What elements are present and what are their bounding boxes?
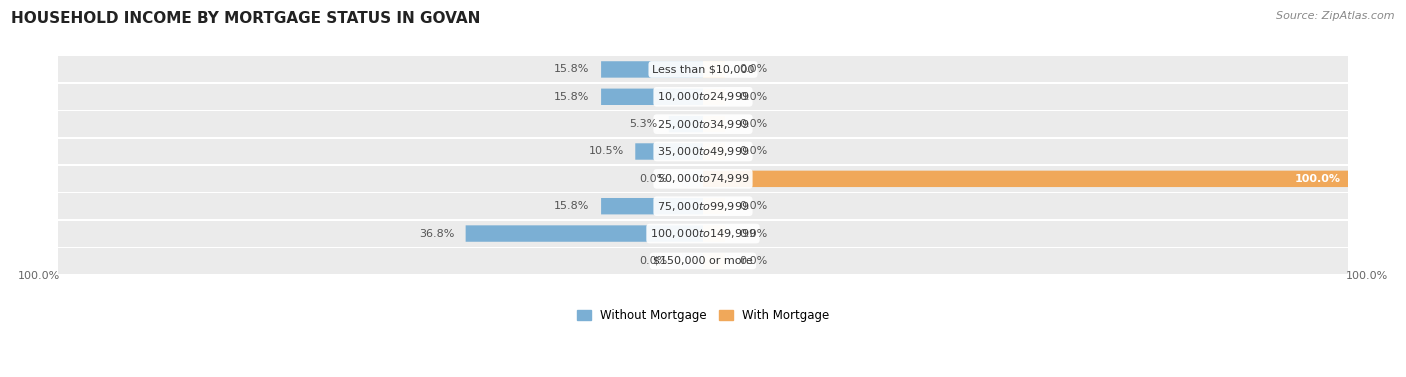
- Legend: Without Mortgage, With Mortgage: Without Mortgage, With Mortgage: [572, 304, 834, 326]
- Bar: [703, 84, 1348, 110]
- Text: $100,000 to $149,999: $100,000 to $149,999: [650, 227, 756, 240]
- Bar: [682, 253, 703, 269]
- Bar: [669, 116, 703, 132]
- Text: 100.0%: 100.0%: [1346, 271, 1388, 280]
- Text: 100.0%: 100.0%: [1295, 174, 1341, 184]
- Bar: [703, 61, 724, 78]
- Bar: [58, 57, 703, 83]
- Text: 5.3%: 5.3%: [628, 119, 658, 129]
- Text: 0.0%: 0.0%: [738, 119, 768, 129]
- Text: 0.0%: 0.0%: [738, 147, 768, 156]
- Text: 0.0%: 0.0%: [738, 256, 768, 266]
- Text: 10.5%: 10.5%: [589, 147, 624, 156]
- Text: $75,000 to $99,999: $75,000 to $99,999: [657, 200, 749, 213]
- Text: $50,000 to $74,999: $50,000 to $74,999: [657, 172, 749, 185]
- Bar: [703, 143, 724, 160]
- Bar: [703, 166, 1348, 192]
- Text: 100.0%: 100.0%: [18, 271, 60, 280]
- Bar: [703, 138, 1348, 164]
- Bar: [58, 111, 703, 137]
- Bar: [703, 198, 724, 215]
- Bar: [602, 61, 703, 78]
- Text: 0.0%: 0.0%: [738, 201, 768, 211]
- Bar: [703, 225, 724, 242]
- Bar: [703, 193, 1348, 219]
- Text: 0.0%: 0.0%: [638, 174, 668, 184]
- Bar: [465, 225, 703, 242]
- Text: Less than $10,000: Less than $10,000: [652, 64, 754, 74]
- Text: 0.0%: 0.0%: [738, 228, 768, 239]
- Bar: [703, 57, 1348, 83]
- Bar: [703, 171, 1348, 187]
- Bar: [703, 111, 1348, 137]
- Bar: [58, 221, 703, 247]
- Text: 15.8%: 15.8%: [554, 201, 589, 211]
- Bar: [682, 171, 703, 187]
- Text: 15.8%: 15.8%: [554, 92, 589, 102]
- Text: 0.0%: 0.0%: [738, 64, 768, 74]
- Text: $150,000 or more: $150,000 or more: [654, 256, 752, 266]
- Text: Source: ZipAtlas.com: Source: ZipAtlas.com: [1277, 11, 1395, 21]
- Bar: [58, 84, 703, 110]
- Bar: [703, 89, 724, 105]
- Text: 15.8%: 15.8%: [554, 64, 589, 74]
- Text: $35,000 to $49,999: $35,000 to $49,999: [657, 145, 749, 158]
- Bar: [602, 89, 703, 105]
- Text: HOUSEHOLD INCOME BY MORTGAGE STATUS IN GOVAN: HOUSEHOLD INCOME BY MORTGAGE STATUS IN G…: [11, 11, 481, 26]
- Text: 0.0%: 0.0%: [738, 92, 768, 102]
- Text: 36.8%: 36.8%: [419, 228, 454, 239]
- Bar: [703, 116, 724, 132]
- Bar: [58, 166, 703, 192]
- Text: 0.0%: 0.0%: [638, 256, 668, 266]
- Bar: [58, 248, 703, 274]
- Bar: [602, 198, 703, 215]
- Bar: [703, 221, 1348, 247]
- Text: $25,000 to $34,999: $25,000 to $34,999: [657, 118, 749, 131]
- Bar: [58, 193, 703, 219]
- Bar: [636, 143, 703, 160]
- Text: $10,000 to $24,999: $10,000 to $24,999: [657, 90, 749, 103]
- Bar: [703, 253, 724, 269]
- Bar: [58, 138, 703, 164]
- Bar: [703, 248, 1348, 274]
